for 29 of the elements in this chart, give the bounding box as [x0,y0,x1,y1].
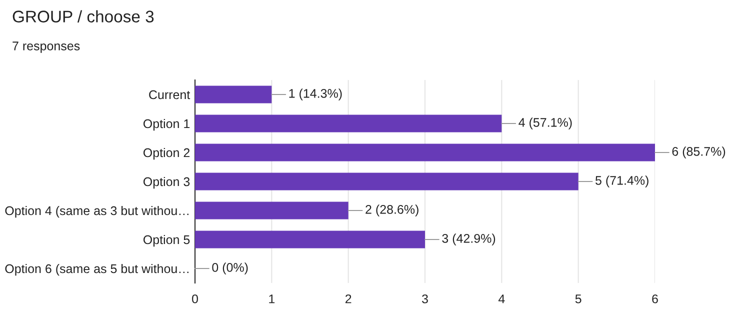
x-tick-label: 2 [345,294,352,304]
chart-title: GROUP / choose 3 [12,10,154,22]
y-tick-label: Option 3 [143,176,190,189]
bar [195,86,272,104]
data-label: 0 (0%) [212,262,248,274]
data-label: 2 (28.6%) [366,204,418,216]
bar [195,172,578,190]
x-tick-label: 4 [498,294,505,304]
x-tick-label: 1 [269,294,275,304]
bar [195,202,348,220]
bar [195,144,655,162]
data-label: 1 (14.3%) [289,88,342,100]
text: 7 responses [12,42,80,53]
data-label: 3 (42.9%) [442,234,496,246]
x-tick-label: 0 [192,294,198,304]
y-tick-label: Option 6 (same as 5 but withou… [5,264,188,276]
bar [195,230,425,248]
y-tick-label: Current [149,90,190,100]
data-label: 4 (57.1%) [518,118,572,130]
x-tick-label: 3 [422,294,428,304]
x-tick-label: 6 [652,294,658,304]
y-tick-label: Option 4 (same as 3 but withou… [5,206,188,218]
y-tick-label: Option 5 [143,234,190,247]
x-tick-label: 5 [575,294,582,304]
data-label: 6 (85.7%) [672,146,726,158]
bar [195,114,502,132]
y-tick-label: Option 1 [143,118,190,131]
data-label: 5 (71.4%) [596,176,648,188]
y-tick-label: Option 2 [143,148,190,160]
